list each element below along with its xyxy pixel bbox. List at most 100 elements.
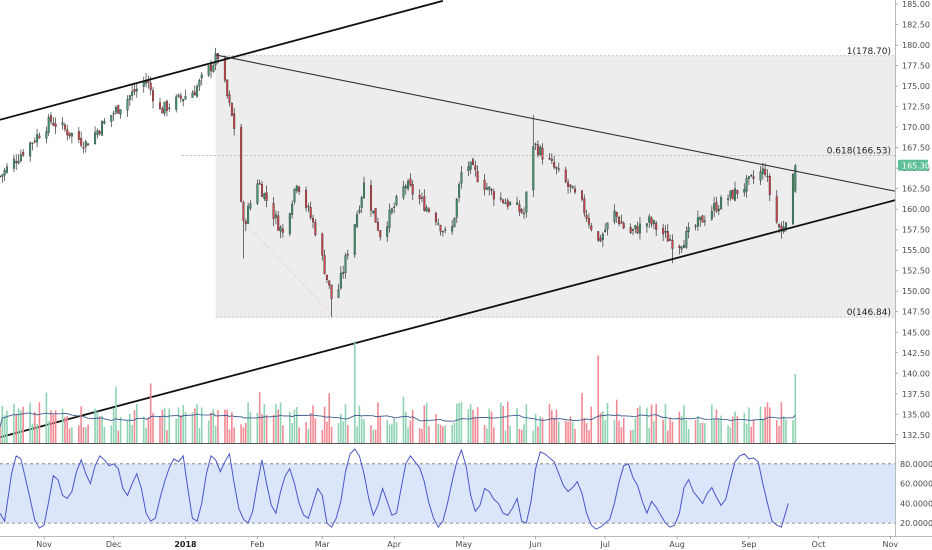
volume-bar [548, 403, 551, 443]
volume-bar [785, 419, 787, 443]
trendline-descending-resistance [215, 54, 896, 192]
volume-bar [388, 424, 391, 443]
candle-body [638, 223, 641, 234]
time-tick-label: Sep [741, 540, 756, 549]
volume-bar [620, 427, 623, 443]
volume-bar [428, 426, 430, 443]
price-tick-label: 152.50 [902, 267, 930, 276]
volume-bar [421, 428, 423, 443]
volume-bar [17, 408, 20, 443]
volume-bar [15, 413, 18, 443]
volume-bar [713, 418, 715, 443]
candle-body [694, 225, 697, 227]
candle-body [775, 196, 778, 223]
volume-bar [476, 407, 479, 443]
volume-bar [425, 402, 428, 443]
candle-body [745, 178, 748, 192]
volume-bar [323, 406, 326, 443]
candle-body [147, 80, 150, 83]
candle-body [198, 80, 201, 87]
volume-bar [437, 423, 440, 443]
candle-body [750, 174, 753, 177]
volume-bar [52, 414, 55, 443]
volume-bar [574, 428, 576, 443]
volume-bar [309, 413, 312, 443]
candle-body [729, 190, 732, 198]
candle-body [149, 82, 152, 91]
volume-bar [683, 405, 685, 443]
time-tick-label: Nov [36, 540, 52, 549]
volume-bar [444, 425, 446, 443]
candle-body [502, 199, 505, 204]
volume-bar [678, 411, 681, 443]
volume-bar [632, 429, 634, 443]
candle-body [715, 202, 718, 212]
candle-body [483, 179, 486, 190]
volume-bar [217, 410, 219, 443]
volume-bar [778, 425, 780, 443]
volume-bar [402, 396, 405, 443]
volume-bar [321, 429, 324, 443]
fib-retracement-area [215, 55, 896, 318]
candle-body [22, 152, 25, 156]
volume-bar [82, 426, 85, 443]
volume-bar [175, 418, 178, 443]
volume-bar [6, 410, 8, 443]
candle-body [312, 217, 315, 223]
candle-body [599, 237, 602, 242]
volume-bar [567, 421, 569, 443]
volume-bar [136, 403, 138, 443]
candle-body [455, 198, 458, 218]
candle-body [699, 216, 702, 221]
candle-body [265, 192, 268, 201]
candle-body [434, 213, 437, 223]
volume-bar [602, 411, 604, 443]
volume-bar [233, 427, 235, 443]
volume-bar [636, 407, 639, 443]
candle-body [126, 98, 129, 111]
candle-body [54, 123, 57, 127]
candle-body [731, 190, 734, 200]
volume-bar [87, 424, 89, 443]
candle-body [15, 160, 18, 164]
volume-bar [256, 412, 259, 443]
volume-bar [715, 409, 718, 443]
volume-bar [604, 420, 606, 443]
candle-body [518, 204, 521, 212]
volume-bar [655, 403, 657, 443]
candle-body [29, 142, 32, 157]
volume-bar [363, 419, 365, 443]
candle-body [409, 178, 412, 186]
volume-bar [68, 428, 71, 443]
volume-bar [207, 420, 210, 443]
price-tick-label: 150.00 [902, 287, 930, 296]
candle-body [386, 226, 389, 237]
candle-body [536, 144, 539, 156]
candle-body [209, 64, 212, 72]
volume-bar [184, 411, 187, 443]
candle-body [590, 225, 593, 230]
volume-bar [198, 428, 201, 443]
candle-body [488, 186, 491, 190]
volume-bar [244, 422, 247, 443]
candle-body [233, 113, 236, 129]
volume-bar [537, 426, 539, 443]
candle-body [1, 174, 4, 177]
candle-body [747, 176, 750, 179]
candle-body [94, 132, 97, 144]
volume-bar [36, 424, 38, 443]
volume-bar [200, 407, 203, 443]
volume-bar [344, 404, 347, 443]
volume-bar [435, 414, 437, 443]
candle-body [314, 221, 317, 236]
candle-body [77, 131, 80, 140]
volume-bar [13, 403, 15, 443]
candle-body [474, 165, 477, 171]
candle-body [240, 126, 243, 202]
volume-bar [509, 425, 511, 443]
candle-body [564, 169, 567, 183]
candle-body [720, 197, 723, 210]
candle-body [258, 182, 261, 185]
stochastic-tick-label: 20.0000 [900, 519, 932, 528]
